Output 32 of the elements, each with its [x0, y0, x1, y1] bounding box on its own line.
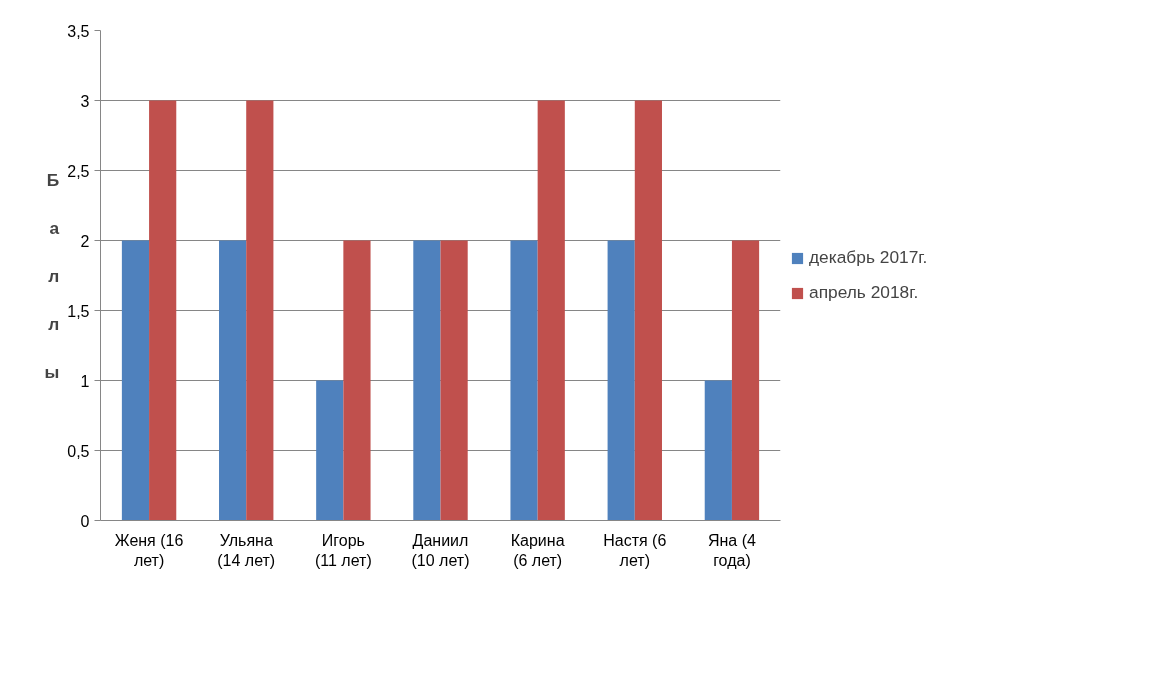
y-tick-label: 3,5 [67, 22, 90, 40]
bar [440, 240, 468, 521]
text: Баллы [44, 169, 60, 382]
y-tick-label: 2,5 [67, 162, 90, 180]
x-tick-label: Яна (4 года) [707, 531, 757, 569]
bar [246, 100, 274, 521]
bar [537, 100, 565, 521]
x-tick-label: Игорь (11 лет) [314, 531, 372, 569]
x-tick-label: Женя (16 лет) [114, 531, 184, 569]
y-tick-label: 1 [80, 372, 90, 390]
legend-label: апрель 2018г. [809, 282, 919, 303]
bar [121, 240, 150, 521]
x-tick-label: Даниил (10 лет) [411, 531, 470, 569]
y-tick-label: 0,5 [67, 442, 90, 460]
legend-label: декабрь 2017г. [809, 247, 928, 268]
x-tick-label: Карина (6 лет) [510, 531, 565, 569]
bar [219, 240, 247, 521]
bar [731, 240, 760, 521]
bar [634, 100, 662, 521]
y-tick-label: 0 [80, 512, 90, 530]
bar [316, 380, 344, 521]
bar [149, 100, 177, 521]
y-tick-label: 2 [80, 232, 90, 250]
bar [510, 240, 538, 521]
x-tick-label: Настя (6 лет) [603, 531, 667, 569]
y-tick-label: 3 [80, 92, 90, 110]
y-tick-label: 1,5 [67, 302, 90, 320]
bar [704, 380, 732, 521]
x-tick-label: Ульяна (14 лет) [217, 531, 276, 569]
bar [607, 240, 635, 521]
bar [413, 240, 441, 521]
bar [343, 240, 371, 521]
